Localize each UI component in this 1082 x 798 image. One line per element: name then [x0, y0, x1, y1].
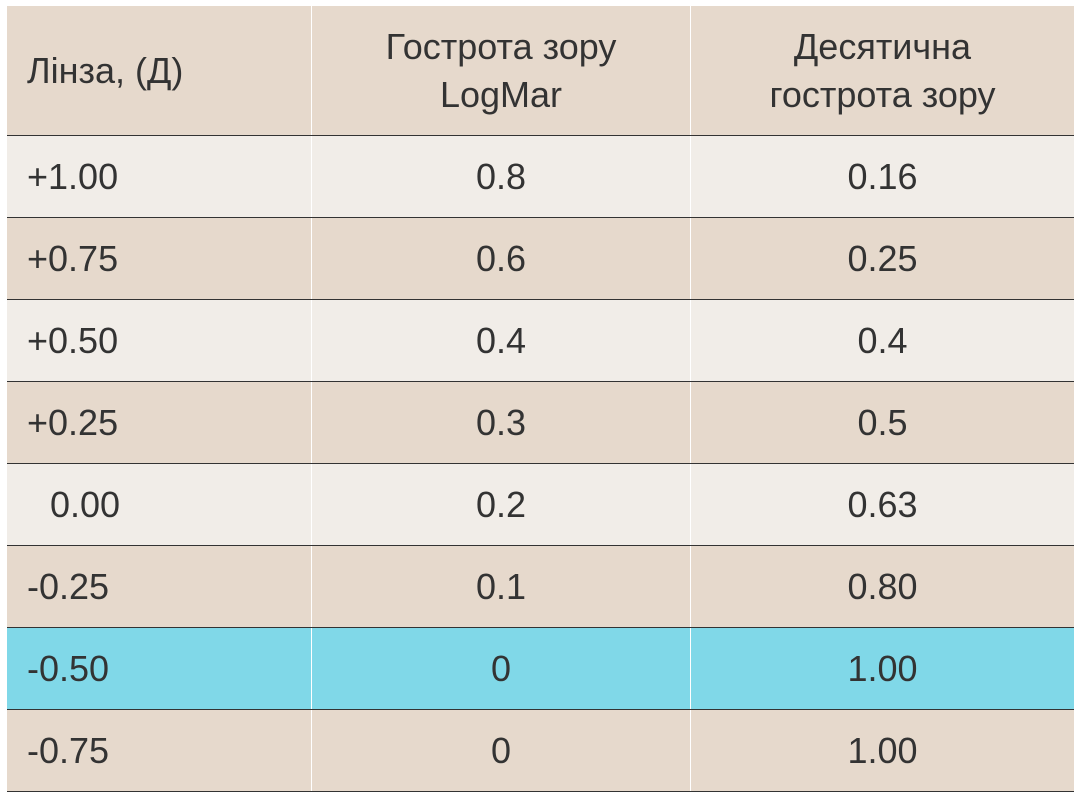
table-cell: 0.6	[311, 218, 690, 299]
header-cell: Лінза, (Д)	[27, 49, 184, 91]
header-cell: Десятична гострота зору	[690, 6, 1074, 135]
table-cell: 0	[311, 628, 690, 709]
table-cell: 0.25	[690, 218, 1074, 299]
table-row: +1.00 0.8 0.16	[7, 136, 1074, 218]
table-cell: 1.00	[690, 710, 1074, 791]
table-cell: +0.75	[27, 237, 119, 279]
header-row: Лінза, (Д) Гострота зору LogMar Десятична …	[7, 6, 1074, 136]
table-row: -0.25 0.1 0.80	[7, 546, 1074, 628]
table-row: -0.75 0 1.00	[7, 710, 1074, 792]
table-row: +0.50 0.4 0.4	[7, 300, 1074, 382]
table-row: -0.50 0 1.00	[7, 628, 1074, 710]
table-cell: 0.3	[311, 382, 690, 463]
table-cell: +1.00	[27, 155, 119, 197]
table-cell: +0.50	[27, 319, 119, 361]
table-cell: 0.63	[690, 464, 1074, 545]
table-cell: 0.2	[311, 464, 690, 545]
table-cell: 0.4	[690, 300, 1074, 381]
table-cell: -0.75	[27, 729, 110, 771]
table-cell: 0.80	[690, 546, 1074, 627]
table-cell: 0.16	[690, 136, 1074, 217]
table-cell: -0.25	[27, 565, 110, 607]
table-row: 0.00 0.2 0.63	[7, 464, 1074, 546]
table-cell: 0.00	[50, 483, 121, 525]
table-cell: 0	[311, 710, 690, 791]
table-row: +0.75 0.6 0.25	[7, 218, 1074, 300]
table-cell: 0.8	[311, 136, 690, 217]
table-cell: +0.25	[27, 401, 119, 443]
table-cell: 0.4	[311, 300, 690, 381]
table: Лінза, (Д) Гострота зору LogMar Десятична …	[7, 6, 1074, 792]
table-cell: 1.00	[690, 628, 1074, 709]
table-cell: 0.5	[690, 382, 1074, 463]
table-row: +0.25 0.3 0.5	[7, 382, 1074, 464]
table-cell: 0.1	[311, 546, 690, 627]
header-cell: Гострота зору LogMar	[311, 6, 690, 135]
table-cell: -0.50	[27, 647, 110, 689]
